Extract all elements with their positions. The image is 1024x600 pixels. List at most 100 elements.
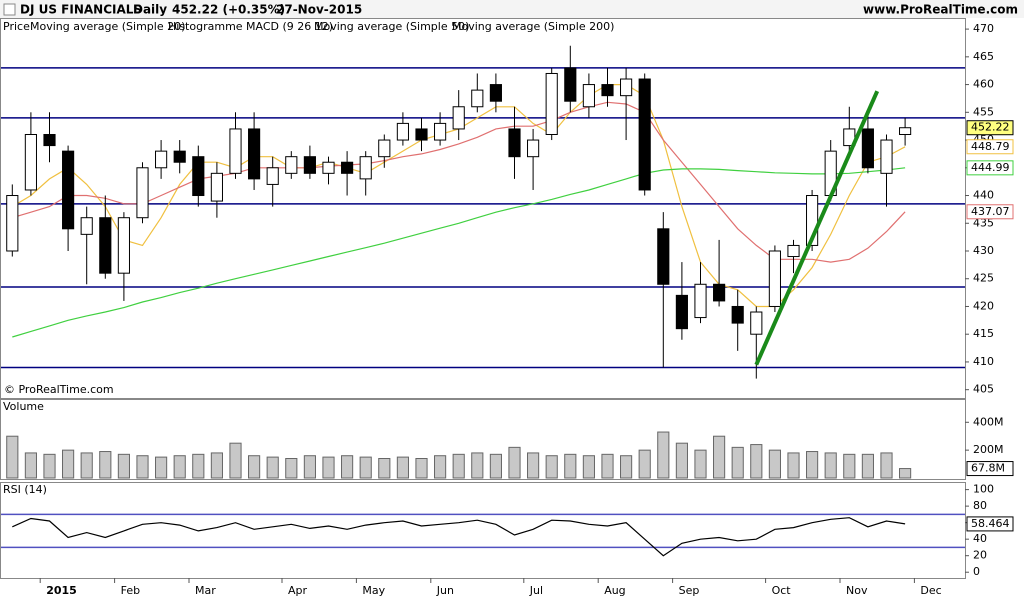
candle-body: [452, 106, 465, 130]
volume-bar: [24, 452, 37, 479]
candle-body: [303, 156, 316, 174]
candle-body: [341, 161, 354, 174]
candle-body: [750, 311, 763, 335]
x-tick-label: Feb: [121, 584, 140, 597]
volume-bar: [229, 442, 242, 479]
y-tick-label: 400M: [973, 415, 1004, 428]
volume-bar: [675, 442, 688, 479]
volume-bar: [173, 455, 186, 479]
value-marker: [966, 160, 1014, 176]
value-marker-label: 444.99: [971, 161, 1010, 174]
legend-entry: Moving average (Simple 200): [452, 20, 614, 33]
value-marker: [966, 120, 1014, 136]
volume-bar: [750, 444, 763, 479]
y-tick-label: 430: [973, 244, 994, 257]
value-marker-label: 437.07: [971, 205, 1010, 218]
candle-body: [545, 72, 558, 135]
y-tick-label: 420: [973, 299, 994, 312]
candle-body: [620, 78, 633, 97]
y-tick-label: 410: [973, 355, 994, 368]
y-tick-label: 465: [973, 50, 994, 63]
y-tick-label: 435: [973, 216, 994, 229]
volume-bar: [434, 455, 447, 479]
candle-body: [285, 156, 298, 174]
volume-bar: [248, 455, 261, 479]
volume-bar: [880, 452, 893, 479]
volume-bar: [452, 453, 465, 479]
candle-body: [173, 150, 186, 163]
volume-bar: [861, 453, 874, 479]
value-marker: [966, 516, 1014, 532]
header-bar: [0, 0, 1024, 18]
y-tick-label: 80: [973, 499, 987, 512]
x-tick-label: Nov: [846, 584, 868, 597]
candle-body: [24, 133, 37, 191]
candle-body: [6, 195, 19, 252]
volume-bar: [192, 453, 205, 479]
candle-body: [787, 244, 800, 258]
candle-body: [527, 139, 540, 158]
candle-body: [210, 172, 223, 202]
x-tick-label: Mar: [195, 584, 216, 597]
y-tick-label: 20: [973, 549, 987, 562]
y-tick-label: 460: [973, 78, 994, 91]
candle-body: [378, 139, 391, 158]
volume-bar: [136, 455, 149, 479]
candle-body: [657, 228, 670, 285]
header-quote: 452.22 (+0.35%): [172, 3, 285, 17]
price-panel: [0, 18, 966, 399]
volume-bar: [527, 452, 540, 479]
candle-body: [229, 128, 242, 174]
volume-bar: [359, 456, 372, 479]
x-tick-label: May: [362, 584, 385, 597]
y-tick-label: 440: [973, 189, 994, 202]
volume-bar: [266, 456, 279, 479]
volume-title: Volume: [3, 400, 44, 413]
y-tick-label: 455: [973, 105, 994, 118]
candle-body: [266, 167, 279, 185]
candle-body: [396, 122, 409, 141]
value-marker-label: 58.464: [971, 517, 1010, 530]
volume-bar: [396, 456, 409, 479]
candle-body: [155, 150, 168, 169]
volume-bar: [80, 452, 93, 479]
volume-bar: [545, 455, 558, 479]
candle-body: [713, 283, 726, 302]
watermark: © ProRealTime.com: [4, 383, 114, 396]
header-date: 27-Nov-2015: [276, 3, 362, 17]
candle-body: [638, 78, 651, 191]
rsi-panel: [0, 482, 966, 579]
header-site: www.ProRealTime.com: [863, 3, 1018, 17]
value-marker: [966, 461, 1014, 477]
value-marker: [966, 204, 1014, 220]
x-tick-label: 2015: [46, 584, 77, 597]
candle-body: [806, 195, 819, 246]
volume-bar: [6, 435, 19, 479]
volume-bar: [155, 456, 168, 479]
candle-body: [80, 217, 93, 235]
volume-bar: [99, 451, 112, 479]
value-marker-label: 448.79: [971, 140, 1010, 153]
volume-bar: [564, 453, 577, 479]
y-tick-label: 415: [973, 327, 994, 340]
candle-body: [471, 89, 484, 108]
candle-body: [415, 128, 428, 141]
volume-bar: [43, 453, 56, 479]
header-period: Daily: [133, 3, 167, 17]
rsi-line: [12, 517, 906, 557]
volume-bar: [582, 455, 595, 479]
candle-body: [508, 128, 521, 158]
candle-body: [136, 167, 149, 219]
y-tick-label: 425: [973, 272, 994, 285]
candle-body: [99, 217, 112, 274]
candle-body: [564, 67, 577, 102]
volume-bar: [824, 452, 837, 479]
candle-body: [489, 84, 502, 102]
volume-panel: [0, 399, 966, 480]
candle-body: [322, 161, 335, 174]
volume-bar: [638, 449, 651, 479]
candle-body: [731, 305, 744, 324]
volume-bar: [210, 452, 223, 479]
candle-body: [694, 283, 707, 319]
